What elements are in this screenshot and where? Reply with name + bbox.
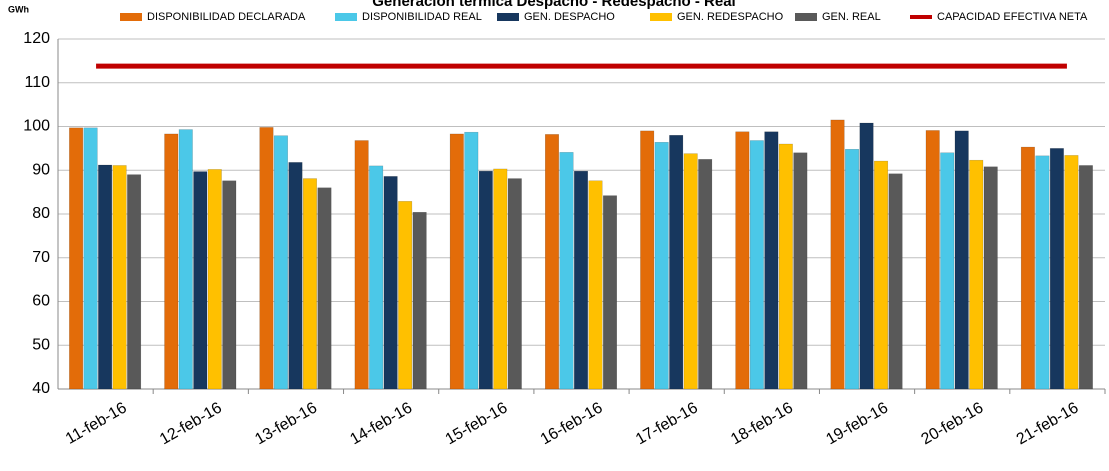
bar <box>888 173 903 390</box>
x-tick-label: 16-feb-16 <box>538 399 606 448</box>
bar <box>464 131 479 390</box>
legend-label: GEN. REDESPACHO <box>677 11 784 23</box>
bar <box>925 130 940 390</box>
bar <box>112 165 127 390</box>
legend-swatch <box>335 13 357 21</box>
bar <box>222 180 237 390</box>
x-tick-label: 14-feb-16 <box>347 399 415 448</box>
bar <box>749 140 764 390</box>
bar <box>778 143 793 390</box>
legend-swatch <box>650 13 672 21</box>
y-tick-label: 110 <box>24 74 50 91</box>
x-tick-label: 12-feb-16 <box>157 399 225 448</box>
bar <box>830 119 845 390</box>
y-unit: GWh <box>8 4 29 14</box>
bar <box>383 176 398 390</box>
bar <box>983 166 998 390</box>
bar <box>98 164 113 390</box>
bar <box>1020 146 1035 390</box>
y-tick-label: 40 <box>32 380 50 397</box>
y-tick-label: 80 <box>32 205 50 222</box>
bar <box>207 169 222 390</box>
x-tick-label: 11-feb-16 <box>63 399 130 447</box>
legend-label: CAPACIDAD EFECTIVA NETA <box>937 11 1088 23</box>
bar <box>178 129 193 390</box>
bar <box>969 159 984 390</box>
x-tick-label: 20-feb-16 <box>919 399 987 448</box>
bar <box>654 142 669 390</box>
bar <box>859 122 874 390</box>
bar <box>698 159 713 390</box>
legend-label: DISPONIBILIDAD REAL <box>362 11 482 23</box>
bar <box>669 135 684 390</box>
bar <box>478 170 493 390</box>
bar <box>683 153 698 390</box>
y-tick-label: 50 <box>32 336 50 353</box>
bar <box>735 131 750 390</box>
x-tick-label: 19-feb-16 <box>823 399 891 448</box>
x-tick-label: 13-feb-16 <box>252 399 320 448</box>
bar <box>127 174 142 390</box>
bar <box>874 160 889 390</box>
y-tick-label: 90 <box>32 161 50 178</box>
bar <box>288 162 303 390</box>
bar <box>354 140 369 390</box>
bar <box>545 134 559 390</box>
x-tick-label: 17-feb-16 <box>633 399 701 448</box>
y-tick-label: 70 <box>32 249 50 266</box>
legend-swatch <box>795 13 817 21</box>
x-tick-label: 15-feb-16 <box>443 399 511 448</box>
bar <box>302 178 317 390</box>
bar <box>764 131 779 390</box>
bar <box>412 212 427 390</box>
bar <box>449 133 464 390</box>
bar <box>317 187 332 390</box>
legend-swatch <box>497 13 519 21</box>
bar <box>845 149 860 390</box>
legend-label: GEN. DESPACHO <box>524 11 615 23</box>
bar <box>69 127 84 390</box>
bar <box>640 130 655 390</box>
y-tick-label: 60 <box>32 293 50 310</box>
bar <box>793 152 808 390</box>
bar <box>574 170 588 390</box>
bar <box>273 135 288 390</box>
chart-title: Generación térmica Despacho - Redespacho… <box>372 0 735 10</box>
x-tick-label: 18-feb-16 <box>728 399 796 448</box>
y-tick-label: 120 <box>23 30 50 47</box>
y-tick-label: 100 <box>23 118 50 135</box>
bar <box>507 178 522 390</box>
bar <box>559 152 574 390</box>
legend-swatch <box>120 13 142 21</box>
bar <box>1035 155 1050 390</box>
bar <box>398 201 413 390</box>
bar <box>954 130 969 390</box>
bar <box>588 180 603 390</box>
bar <box>1049 148 1064 390</box>
bar <box>83 127 98 390</box>
bar <box>493 168 508 390</box>
bar <box>164 133 179 390</box>
bar <box>193 171 208 390</box>
bar <box>369 165 384 390</box>
bar <box>603 195 617 390</box>
x-tick-label: 21-feb-16 <box>1014 399 1082 448</box>
legend-label: DISPONIBILIDAD DECLARADA <box>147 11 306 23</box>
bar <box>1064 155 1079 390</box>
bar <box>1078 165 1093 390</box>
bar <box>940 152 955 390</box>
legend-label: GEN. REAL <box>822 11 881 23</box>
bar <box>259 127 274 390</box>
